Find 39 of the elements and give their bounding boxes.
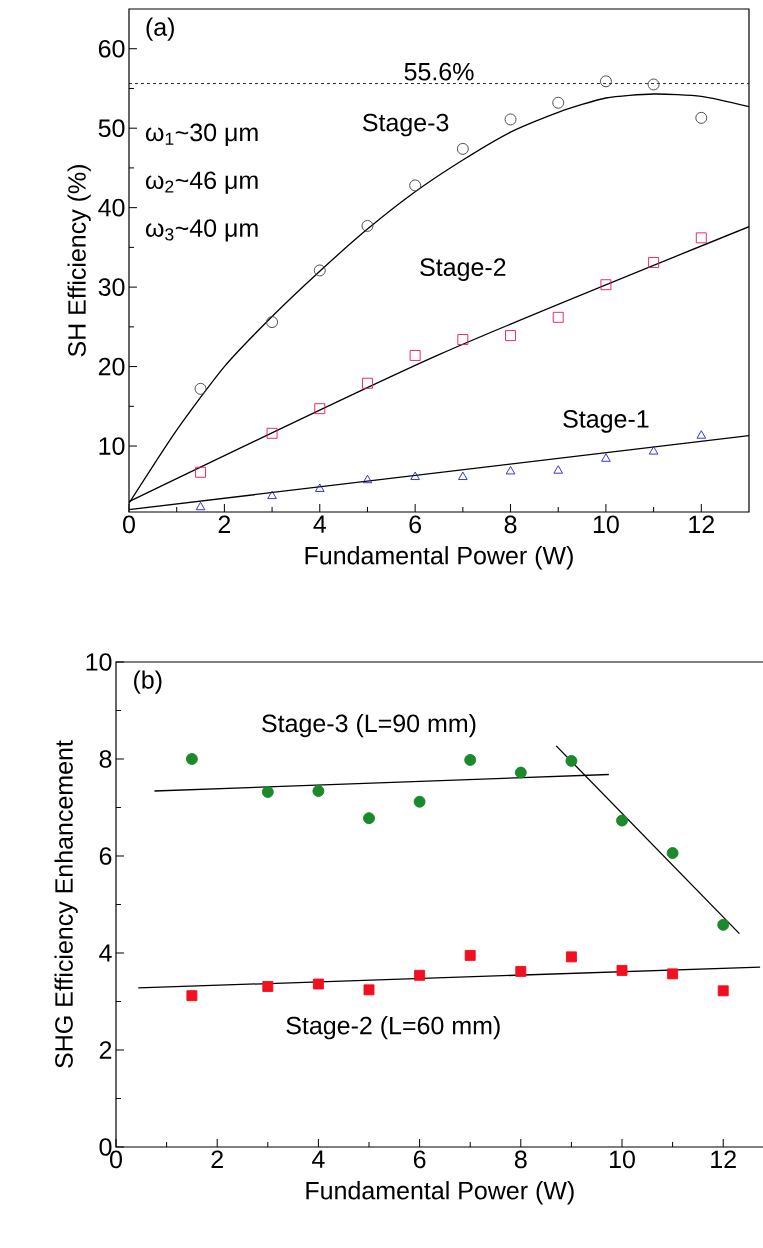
- annotation: (a): [146, 17, 174, 41]
- annotation: ω$_{2}$~46 μm: [145, 171, 258, 194]
- x-tick-label: 6: [409, 515, 421, 534]
- x-tick-label: 6: [413, 1150, 426, 1169]
- y-tick-label: 10: [99, 437, 125, 455]
- x-tick-label: 12: [711, 1150, 736, 1168]
- y-tick-label: 8: [99, 750, 112, 768]
- x-tick-label: 4: [312, 1150, 325, 1168]
- y-tick-label: 40: [98, 198, 125, 217]
- y-tick-label: 60: [98, 39, 125, 58]
- y-axis-title: SHG Efficiency Enhancement: [54, 740, 78, 1068]
- x-tick-label: 10: [593, 515, 619, 534]
- ref-line-label: 55.6%: [404, 62, 474, 81]
- y-tick-label: 30: [98, 278, 125, 296]
- x-tick-label: 8: [504, 515, 517, 534]
- y-tick-label: 0: [99, 1138, 112, 1156]
- y-axis-title: SH Efficiency (%): [67, 165, 91, 357]
- series-label: Stage-2 (L=60 mm): [286, 1016, 500, 1040]
- annotation: ω$_{1}$~30 μm: [145, 123, 258, 146]
- x-tick-label: 2: [218, 515, 231, 533]
- series-label: Stage-3 (L=90 mm): [262, 713, 476, 738]
- x-axis-title: Fundamental Power (W): [306, 1181, 574, 1205]
- annotation: ω$_{3}$~40 μm: [145, 219, 258, 242]
- x-tick-label: 12: [689, 515, 714, 533]
- y-tick-label: 2: [99, 1041, 112, 1059]
- x-tick-label: 10: [610, 1150, 635, 1169]
- annotation: (b): [134, 670, 162, 694]
- series-label: Stage-2: [420, 258, 506, 281]
- x-tick-label: 8: [514, 1150, 527, 1169]
- series-label: Stage-1: [563, 410, 649, 433]
- y-tick-label: 4: [99, 944, 112, 962]
- y-tick-label: 6: [99, 847, 112, 865]
- series-label: Stage-3: [362, 113, 449, 137]
- y-tick-label: 10: [86, 653, 112, 671]
- x-tick-label: 2: [211, 1150, 223, 1168]
- y-tick-label: 50: [98, 119, 125, 138]
- y-tick-label: 20: [98, 357, 125, 376]
- x-tick-label: 4: [313, 515, 326, 533]
- x-axis-title: Fundamental Power (W): [305, 546, 573, 570]
